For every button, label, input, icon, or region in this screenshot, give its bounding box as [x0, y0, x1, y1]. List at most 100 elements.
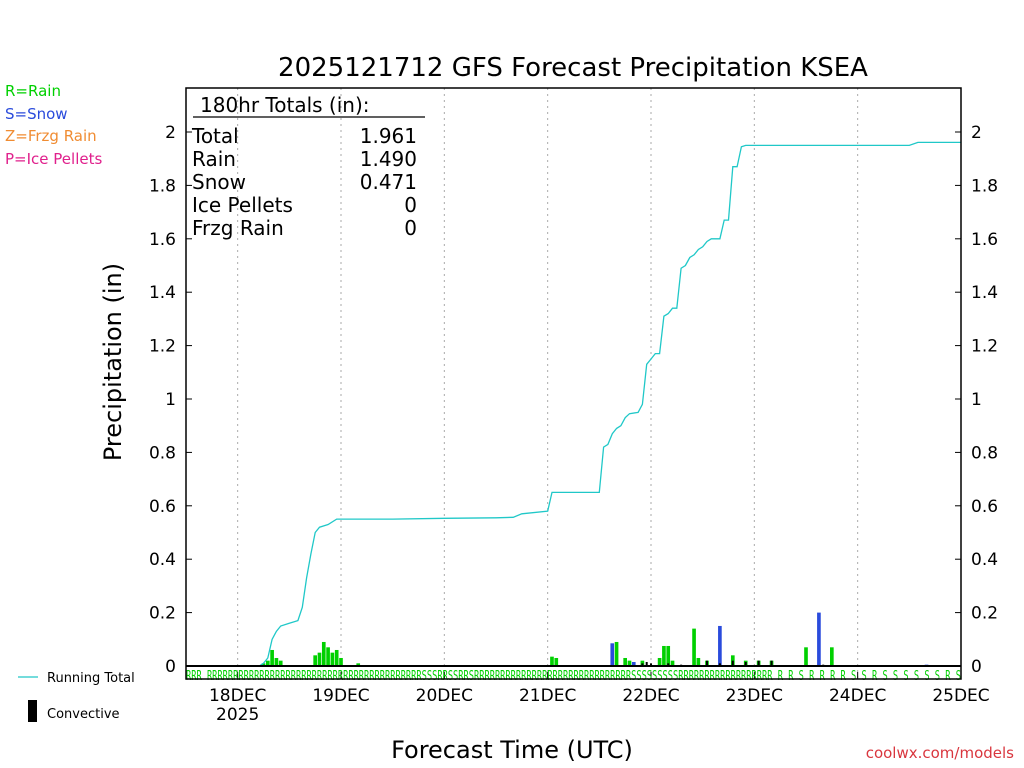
- precip-bar-rain: [696, 657, 701, 666]
- y-tick-label-right: 1.4: [971, 283, 998, 303]
- precip-bar-rain: [321, 641, 326, 666]
- totals-snow-value: 0.471: [360, 170, 417, 194]
- y-tick-label-left: 0.2: [149, 604, 176, 624]
- precip-bar-rain: [550, 656, 554, 666]
- precip-bar-rain: [804, 647, 808, 666]
- y-tick-label-left: 1.6: [149, 230, 176, 250]
- y-axis-left-ticks: 0 0.2 0.4 0.6 0.8 1 1.2 1.4 1.6 1.8 2: [149, 123, 192, 677]
- y-tick-label-right: 0: [971, 657, 982, 677]
- precip-bar-rain: [670, 660, 675, 666]
- precip-bar-rain: [614, 641, 619, 666]
- precip-bar-rain: [339, 657, 343, 666]
- x-tick-label: 21DEC: [519, 686, 576, 706]
- legend-rain: R=Rain: [5, 82, 61, 100]
- precip-bar-snow: [631, 661, 636, 666]
- y-tick-label-right: 0.8: [971, 443, 998, 463]
- convective-bar: [718, 663, 721, 666]
- precip-bar-rain: [274, 657, 279, 666]
- precip-bar-rain: [334, 649, 339, 666]
- precip-bar-rain: [666, 645, 671, 666]
- legend-ice: P=Ice Pellets: [5, 150, 103, 168]
- convective-bar: [667, 663, 670, 666]
- precip-bar-snow: [718, 625, 722, 666]
- precip-bar-rain: [330, 652, 335, 666]
- y-tick-label-left: 0.8: [149, 443, 176, 463]
- x-tick-year-label: 2025: [216, 705, 259, 725]
- totals-ice-label: Ice Pellets: [192, 193, 293, 217]
- convective-bar: [757, 660, 760, 666]
- convective-bar: [645, 661, 648, 666]
- y-tick-label-left: 0.6: [149, 497, 176, 517]
- precip-bar-rain: [278, 660, 283, 666]
- totals-rain-label: Rain: [192, 147, 236, 171]
- precip-bar-rain: [657, 657, 662, 666]
- convective-bar: [649, 663, 653, 666]
- precip-bar-rain: [830, 647, 834, 666]
- x-tick-label: 24DEC: [829, 686, 886, 706]
- x-tick-label: 18DEC: [209, 686, 266, 706]
- precip-bar-rain: [261, 663, 266, 666]
- footer-url: coolwx.com/models: [865, 744, 1014, 762]
- precip-bar-snow: [817, 612, 821, 666]
- y-tick-label-left: 1.4: [149, 283, 176, 303]
- precip-bar-rain: [265, 660, 270, 666]
- legend-snow: S=Snow: [5, 105, 68, 123]
- chart-title: 2025121712 GFS Forecast Precipitation KS…: [278, 53, 868, 83]
- x-axis-label: Forecast Time (UTC): [391, 736, 633, 764]
- y-tick-label-right: 0.2: [971, 604, 998, 624]
- precip-bar-rain: [623, 657, 627, 666]
- y-tick-label-left: 1.8: [149, 176, 176, 196]
- precip-bar-rain: [317, 652, 322, 666]
- x-tick-label: 20DEC: [416, 686, 473, 706]
- y-tick-label-right: 0.4: [971, 550, 998, 570]
- x-tick-label: 25DEC: [932, 686, 989, 706]
- totals-snow-label: Snow: [192, 170, 246, 194]
- y-tick-label-right: 1.8: [971, 176, 998, 196]
- y-tick-label-right: 2: [971, 123, 982, 143]
- precip-bar-rain: [662, 645, 666, 666]
- bottom-legend: Running Total Convective: [18, 671, 135, 722]
- y-tick-label-right: 1.6: [971, 230, 998, 250]
- totals-frzg-value: 0: [404, 216, 417, 240]
- y-tick-label-left: 2: [165, 123, 176, 143]
- precip-bar-rain: [313, 655, 317, 666]
- y-axis-label: Precipitation (in): [99, 263, 127, 461]
- precip-bar-rain: [270, 649, 274, 666]
- x-tick-label: 22DEC: [622, 686, 679, 706]
- convective-bar: [744, 661, 747, 666]
- totals-ice-value: 0: [404, 193, 417, 217]
- precip-bar-rain: [692, 628, 696, 666]
- legend-frzg: Z=Frzg Rain: [5, 127, 97, 145]
- convective-bar: [731, 660, 734, 666]
- totals-box: 180hr Totals (in): Total 1.961 Rain 1.49…: [191, 93, 425, 240]
- y-tick-label-left: 0.4: [149, 550, 176, 570]
- convective-bar: [770, 660, 773, 666]
- totals-rain-value: 1.490: [360, 147, 417, 171]
- precip-type-row: RRR RRRRRRRRRRRRRRRRRRRRRRRRRRRRRRRRRRRR…: [186, 669, 961, 684]
- precip-bars: [261, 612, 929, 666]
- precip-bar-rain: [326, 647, 330, 666]
- convective-swatch: [28, 700, 37, 722]
- running-total-line: [186, 141, 961, 667]
- totals-total-value: 1.961: [360, 124, 417, 148]
- totals-total-label: Total: [191, 124, 239, 148]
- running-total-legend: Running Total: [47, 671, 135, 686]
- precip-bar-rain: [627, 660, 632, 666]
- convective-bar: [705, 660, 708, 666]
- convective-bar: [641, 663, 644, 666]
- precip-bar-rain: [554, 657, 559, 666]
- precip-bar-snow: [610, 643, 615, 666]
- y-tick-label-right: 0.6: [971, 497, 998, 517]
- y-tick-label-left: 1.2: [149, 337, 176, 357]
- totals-header: 180hr Totals (in):: [200, 93, 370, 117]
- gridlines: [237, 88, 962, 679]
- precip-bar-rain: [640, 660, 645, 666]
- convective-legend: Convective: [47, 707, 120, 722]
- x-tick-label: 19DEC: [312, 686, 369, 706]
- y-tick-label-right: 1.2: [971, 337, 998, 357]
- y-tick-label-left: 1: [165, 390, 176, 410]
- y-tick-label-right: 1: [971, 390, 982, 410]
- y-tick-label-left: 0: [165, 657, 176, 677]
